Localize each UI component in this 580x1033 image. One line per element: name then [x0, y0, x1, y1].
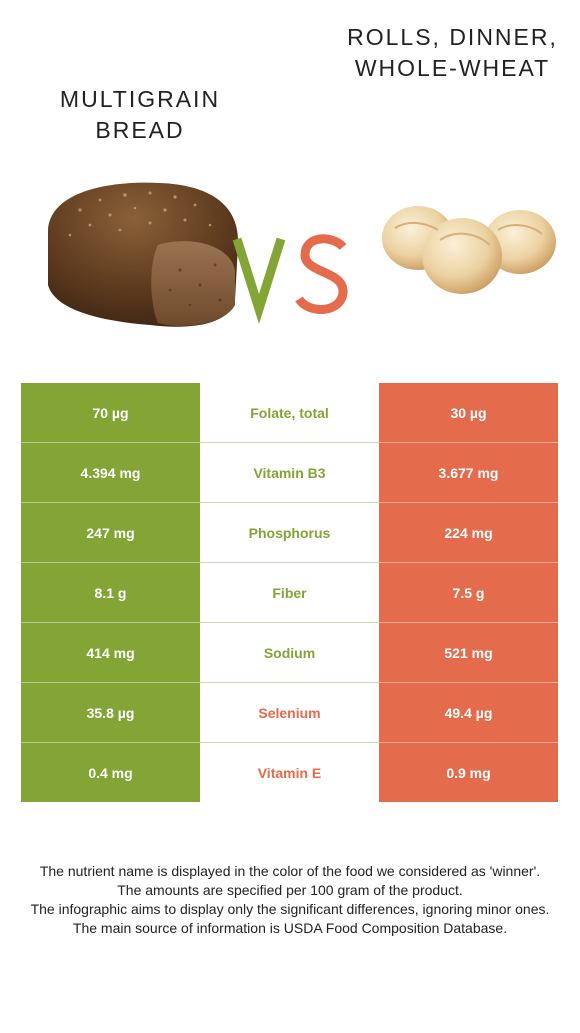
footnote: The nutrient name is displayed in the co…: [20, 862, 560, 938]
footnote-line: The main source of information is USDA F…: [72, 920, 508, 936]
left-food-value: 247 mg: [21, 502, 200, 563]
nutrient-name: Selenium: [200, 682, 379, 743]
footnote-line: The infographic aims to display only the…: [30, 901, 550, 917]
right-food-value: 521 mg: [379, 622, 558, 683]
nutrient-name: Fiber: [200, 562, 379, 623]
nutrient-row: 0.4 mg Vitamin E 0.9 mg: [21, 742, 558, 802]
right-food-value: 30 µg: [379, 383, 558, 443]
nutrient-name: Folate, total: [200, 383, 379, 443]
left-food-title: Multigrain bread: [59, 86, 221, 143]
right-food-value: 49.4 µg: [379, 682, 558, 743]
left-food-value: 414 mg: [21, 622, 200, 683]
nutrient-name: Vitamin E: [200, 742, 379, 802]
left-food-value: 35.8 µg: [21, 682, 200, 743]
nutrient-row: 414 mg Sodium 521 mg: [21, 622, 558, 683]
nutrient-row: 247 mg Phosphorus 224 mg: [21, 502, 558, 563]
left-food-value: 70 µg: [21, 383, 200, 443]
right-food-value: 0.9 mg: [379, 742, 558, 802]
dinner-rolls-icon: [382, 206, 556, 294]
nutrient-name: Vitamin B3: [200, 442, 379, 503]
left-food-value: 8.1 g: [21, 562, 200, 623]
nutrient-name: Phosphorus: [200, 502, 379, 563]
nutrient-row: 8.1 g Fiber 7.5 g: [21, 562, 558, 623]
bread-loaf-icon: [48, 182, 239, 327]
nutrient-row: 70 µg Folate, total 30 µg: [21, 383, 558, 443]
right-food-value: 7.5 g: [379, 562, 558, 623]
nutrient-row: 4.394 mg Vitamin B3 3.677 mg: [21, 442, 558, 503]
right-food-value: 3.677 mg: [379, 442, 558, 503]
comparison-table: 70 µg Folate, total 30 µg 4.394 mg Vitamin B…: [21, 383, 558, 802]
right-food-title: Rolls, dinner, whole-wheat: [347, 24, 558, 81]
left-food-value: 0.4 mg: [21, 742, 200, 802]
nutrient-row: 35.8 µg Selenium 49.4 µg: [21, 682, 558, 743]
right-food-value: 224 mg: [379, 502, 558, 563]
footnote-line: The nutrient name is displayed in the co…: [39, 863, 541, 879]
footnote-line: The amounts are specified per 100 gram o…: [117, 882, 463, 898]
left-food-value: 4.394 mg: [21, 442, 200, 503]
nutrient-name: Sodium: [200, 622, 379, 683]
vs-logo: [232, 234, 348, 325]
